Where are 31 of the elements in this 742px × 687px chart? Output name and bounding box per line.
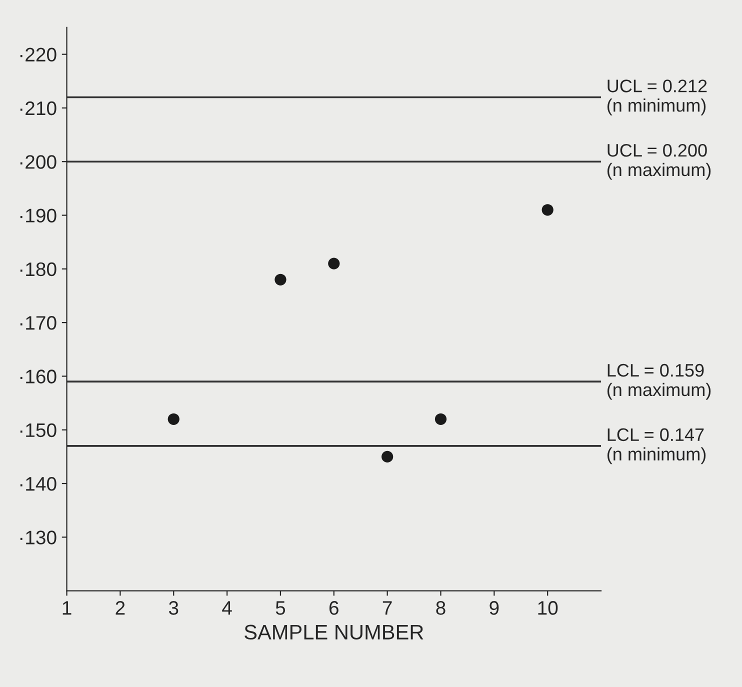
point (168, 413, 180, 425)
point (542, 204, 554, 216)
x-axis-title: SAMPLE NUMBER (244, 624, 424, 640)
y-tick-label: ·170 (20, 316, 56, 330)
x-tick-label: 1 (62, 601, 72, 615)
x-tick-label: 2 (116, 601, 125, 615)
y-tick-label: ·140 (20, 476, 56, 491)
point (382, 450, 394, 462)
y-tick-label: ·180 (20, 262, 56, 276)
point (328, 258, 340, 270)
y-tick-label: ·150 (20, 423, 56, 438)
x-tick-label: 5 (276, 601, 286, 615)
y-tick-label: ·160 (20, 370, 56, 384)
x-tick-label: 7 (382, 601, 392, 615)
y-tick-label: ·190 (20, 208, 56, 222)
y-tick-label: ·200 (20, 155, 56, 169)
x-tick-label: 6 (329, 601, 338, 615)
text: LCL = 0.147 (n minimum) (607, 428, 706, 464)
y-tick-label: ·210 (20, 101, 56, 116)
x-tick-label: 8 (436, 601, 446, 615)
text: LCL = 0.159 (n maximum) (607, 364, 711, 400)
y-tick-label: ·130 (20, 530, 56, 544)
point (434, 413, 447, 425)
point (274, 274, 286, 286)
x-tick-label: 3 (168, 601, 178, 615)
y-tick-label: ·220 (20, 48, 56, 62)
x-tick-label: 9 (490, 601, 499, 615)
x-tick-label: 4 (222, 601, 232, 615)
x-tick-label: 10 (538, 601, 558, 615)
text: UCL = 0.212 (n minimum) (607, 80, 707, 116)
text: UCL = 0.200 (n maximum) (607, 144, 711, 180)
